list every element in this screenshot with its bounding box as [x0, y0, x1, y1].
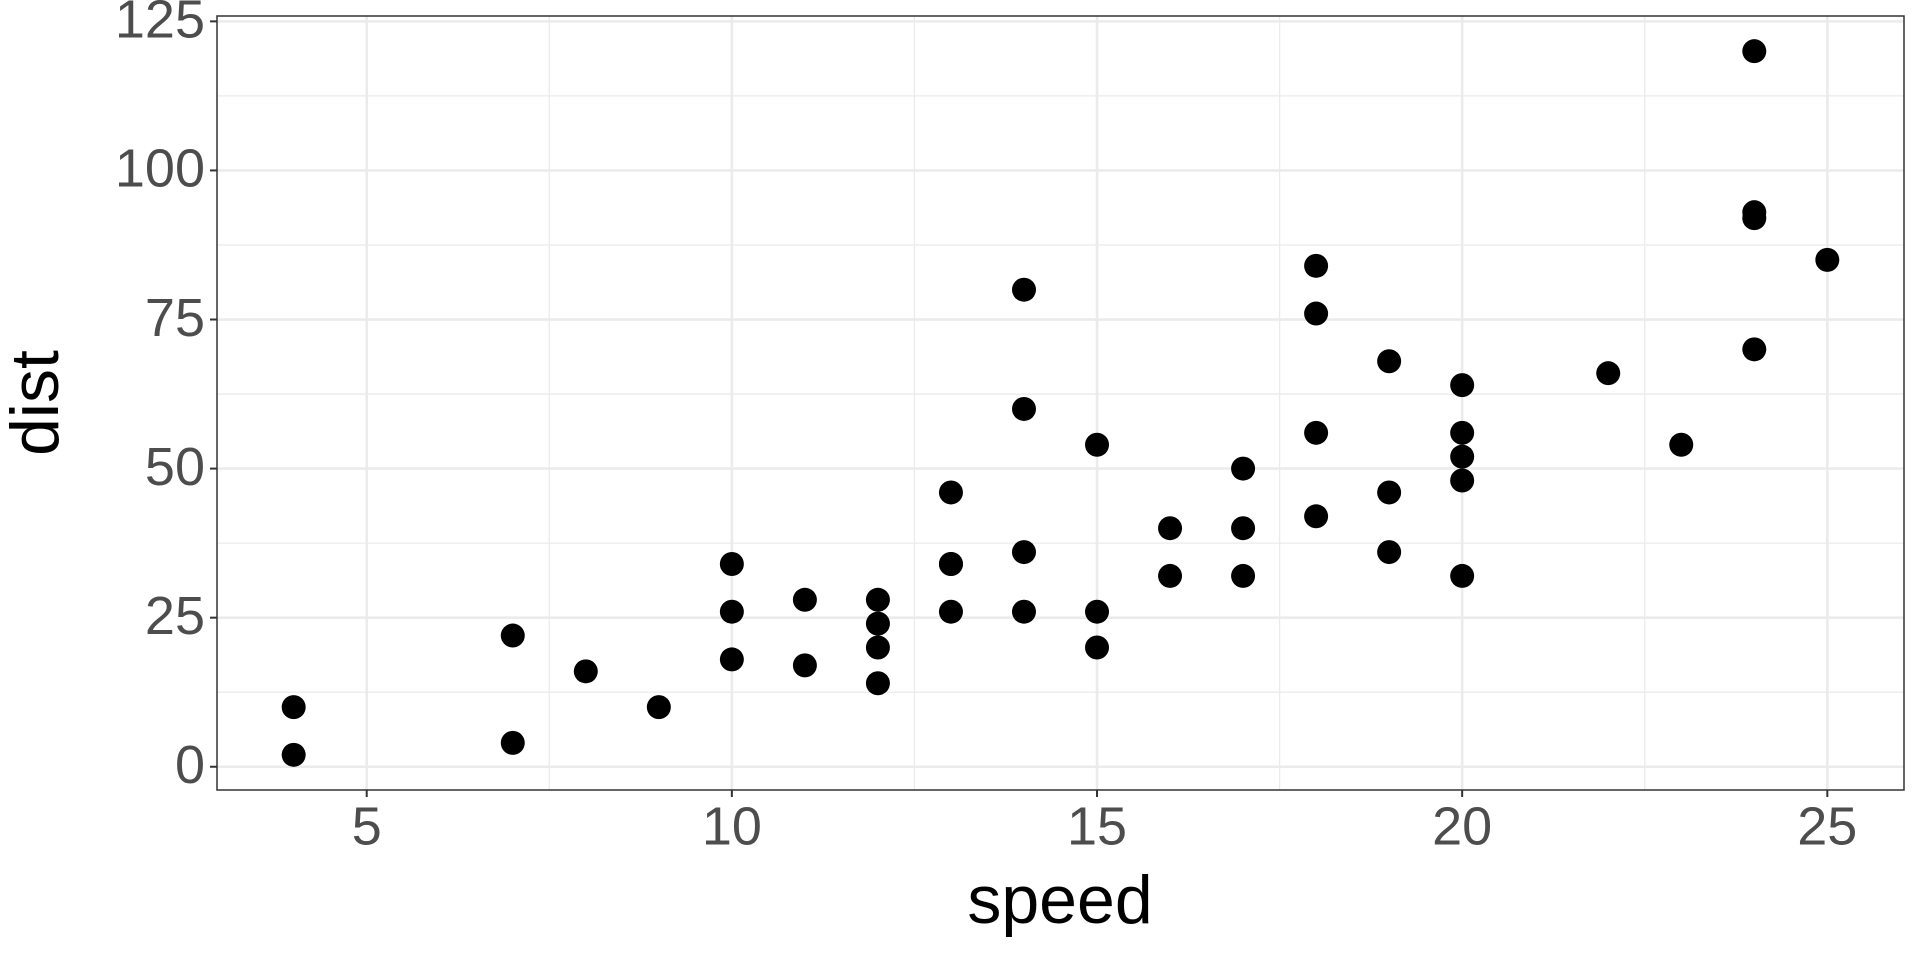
point	[1304, 420, 1329, 445]
point	[865, 671, 890, 696]
point	[1450, 468, 1475, 493]
y-tick-label: 0	[175, 735, 205, 795]
point	[1231, 563, 1256, 588]
point	[1742, 200, 1767, 225]
point	[646, 695, 671, 720]
point	[792, 653, 817, 678]
point	[1085, 432, 1110, 457]
point	[1011, 540, 1036, 565]
point	[1011, 277, 1036, 302]
x-tick-label: 20	[1432, 796, 1492, 856]
point	[1158, 563, 1183, 588]
point	[1450, 444, 1475, 469]
y-tick-label: 100	[115, 139, 205, 199]
point	[719, 599, 744, 624]
y-axis-title: dist	[0, 350, 73, 456]
point	[573, 659, 598, 684]
x-tick-label: 5	[352, 796, 382, 856]
point	[719, 647, 744, 672]
y-tick-label: 50	[145, 437, 205, 497]
point	[1450, 373, 1475, 398]
y-tick-label: 25	[145, 586, 205, 646]
y-tick-label: 75	[145, 288, 205, 348]
point	[865, 587, 890, 612]
point	[1742, 39, 1767, 64]
point	[1742, 337, 1767, 362]
point	[1450, 420, 1475, 445]
point	[1231, 516, 1256, 541]
x-tick-label: 15	[1067, 796, 1127, 856]
point	[938, 480, 963, 505]
point	[1669, 432, 1694, 457]
point	[719, 552, 744, 577]
point	[1085, 599, 1110, 624]
x-axis-title: speed	[967, 862, 1152, 938]
point	[1304, 504, 1329, 529]
point	[1011, 396, 1036, 421]
point	[500, 623, 525, 648]
point	[1085, 635, 1110, 660]
point	[1596, 361, 1621, 386]
point	[1377, 540, 1402, 565]
point	[281, 742, 306, 767]
point	[1304, 301, 1329, 326]
point	[938, 552, 963, 577]
y-tick-label: 125	[115, 0, 205, 50]
x-tick-label: 25	[1797, 796, 1857, 856]
x-tick-label: 10	[702, 796, 762, 856]
panel-border	[216, 15, 1905, 791]
point	[865, 611, 890, 636]
point	[1815, 247, 1840, 272]
point	[1450, 563, 1475, 588]
point	[1377, 480, 1402, 505]
point	[1011, 599, 1036, 624]
point	[281, 695, 306, 720]
point	[865, 635, 890, 660]
point	[792, 587, 817, 612]
point	[1377, 349, 1402, 374]
point	[500, 730, 525, 755]
point	[1231, 456, 1256, 481]
point	[1304, 253, 1329, 278]
point	[938, 599, 963, 624]
point	[1158, 516, 1183, 541]
